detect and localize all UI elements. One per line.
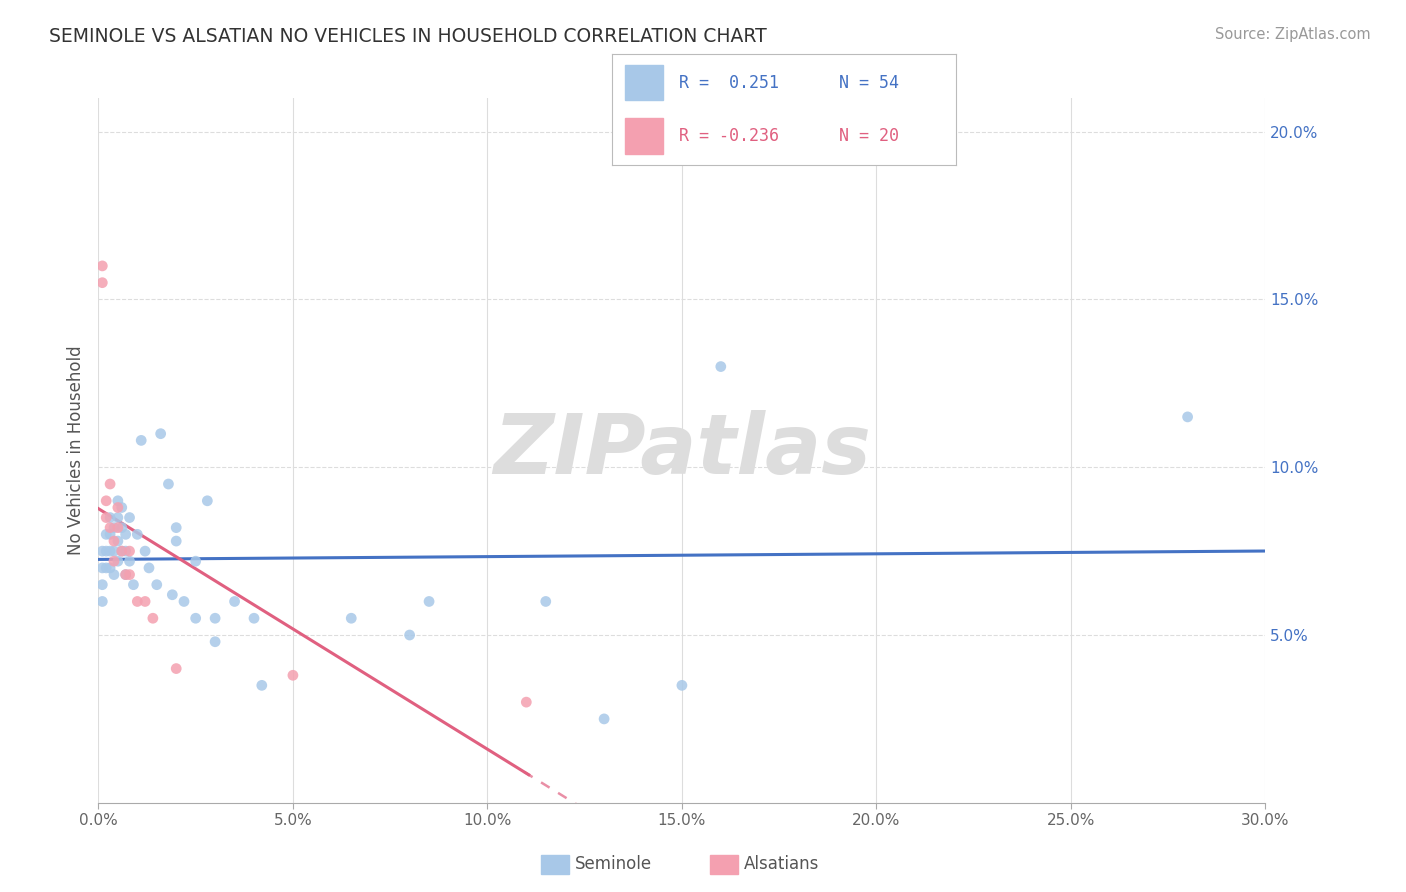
Point (340, 611, 363, 625)
Point (134, 544, 156, 558)
Point (98, 544, 121, 558)
Point (157, 477, 180, 491)
Point (103, 544, 125, 558)
Point (173, 594, 195, 608)
Point (91, 594, 114, 608)
Point (107, 554, 129, 568)
Point (98, 521, 121, 535)
Point (118, 544, 141, 558)
Point (534, 594, 557, 608)
Point (1177, 409, 1199, 424)
Point (134, 594, 156, 608)
Point (91, 544, 114, 558)
Point (98, 510, 121, 524)
Text: Alsatians: Alsatians (744, 855, 820, 873)
Point (114, 544, 136, 558)
Text: R =  0.251: R = 0.251 (679, 73, 779, 92)
Point (111, 544, 134, 558)
Point (98, 477, 121, 491)
Point (103, 554, 125, 568)
Point (671, 678, 693, 692)
Point (149, 426, 172, 441)
Point (118, 510, 141, 524)
Point (195, 493, 218, 508)
Point (111, 500, 134, 515)
Point (127, 594, 149, 608)
Point (107, 534, 129, 549)
Point (710, 359, 733, 374)
Point (204, 611, 226, 625)
Point (118, 567, 141, 582)
Point (129, 434, 152, 448)
Point (127, 527, 149, 541)
Text: Seminole: Seminole (575, 855, 652, 873)
Point (243, 611, 266, 625)
Point (162, 588, 184, 602)
Point (111, 544, 134, 558)
Point (91, 577, 114, 591)
Y-axis label: No Vehicles in Household: No Vehicles in Household (66, 345, 84, 556)
Point (165, 534, 187, 549)
Point (111, 521, 134, 535)
Point (96, 527, 118, 541)
Point (96, 510, 118, 524)
Point (96, 493, 118, 508)
Point (114, 567, 136, 582)
Point (107, 493, 129, 508)
Point (204, 634, 226, 648)
Point (138, 561, 160, 575)
Point (103, 534, 125, 549)
Text: ZIPatlas: ZIPatlas (494, 410, 870, 491)
Point (142, 611, 165, 625)
Text: N = 54: N = 54 (839, 73, 898, 92)
Point (122, 577, 145, 591)
Point (114, 567, 136, 582)
Point (96, 544, 118, 558)
Point (184, 611, 207, 625)
Point (224, 594, 246, 608)
Point (107, 500, 129, 515)
Point (418, 594, 440, 608)
Point (184, 554, 207, 568)
Point (107, 510, 129, 524)
Point (114, 527, 136, 541)
Text: N = 20: N = 20 (839, 127, 898, 145)
Text: R = -0.236: R = -0.236 (679, 127, 779, 145)
Point (91, 276, 114, 290)
Bar (626, 65, 664, 101)
Point (281, 668, 304, 682)
Bar (626, 119, 664, 154)
Text: Source: ZipAtlas.com: Source: ZipAtlas.com (1215, 27, 1371, 42)
Point (165, 521, 187, 535)
Point (103, 521, 125, 535)
Point (118, 554, 141, 568)
Point (515, 695, 537, 709)
Point (146, 577, 169, 591)
Point (98, 561, 121, 575)
Point (593, 712, 616, 726)
Point (103, 567, 125, 582)
Text: SEMINOLE VS ALSATIAN NO VEHICLES IN HOUSEHOLD CORRELATION CHART: SEMINOLE VS ALSATIAN NO VEHICLES IN HOUS… (49, 27, 766, 45)
Point (98, 527, 121, 541)
Point (91, 259, 114, 273)
Point (250, 678, 273, 692)
Point (107, 521, 129, 535)
Point (165, 662, 187, 676)
Point (96, 561, 118, 575)
Point (91, 561, 114, 575)
Point (398, 628, 420, 642)
